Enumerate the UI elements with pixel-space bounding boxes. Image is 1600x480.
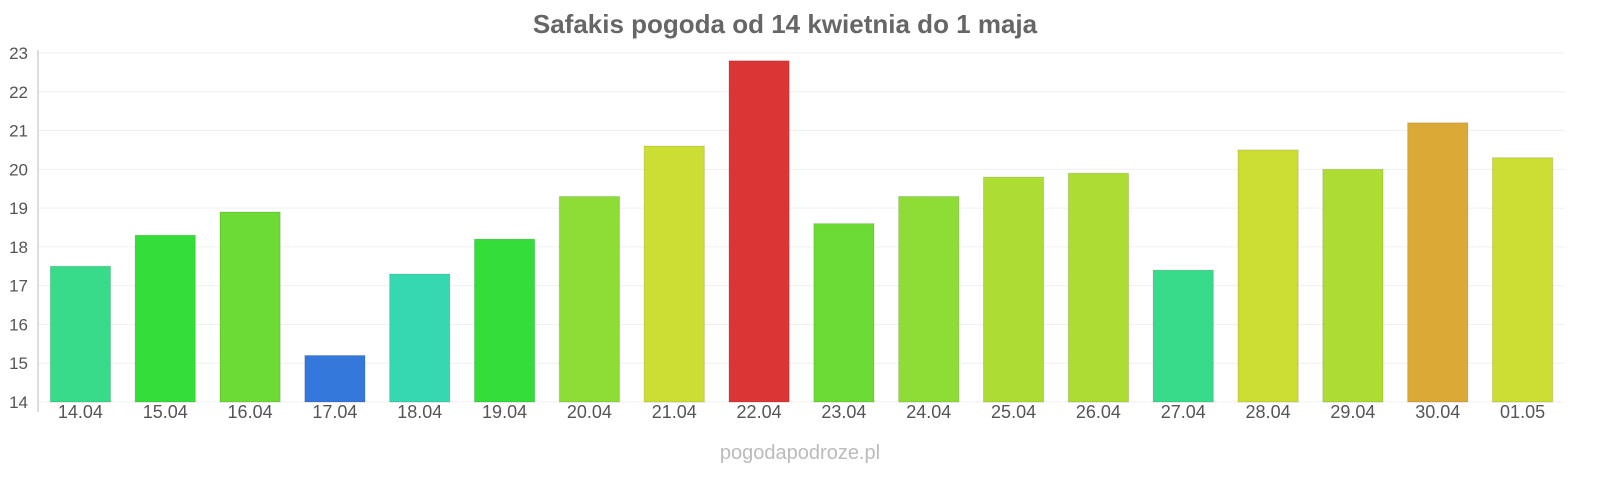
bar-22.04 <box>728 60 790 403</box>
bar-18.04 <box>389 273 451 403</box>
x-tick-label: 14.04 <box>58 402 103 422</box>
y-tick-label: 21 <box>9 122 28 141</box>
bar-01.05 <box>1491 157 1554 403</box>
bar-23.04 <box>813 223 875 403</box>
x-tick-label: 15.04 <box>143 402 188 422</box>
x-tick-label: 25.04 <box>991 402 1036 422</box>
bar-29.04 <box>1322 168 1384 403</box>
x-tick-label: 22.04 <box>737 402 782 422</box>
bar-21.04 <box>643 145 705 403</box>
x-tick-label: 01.05 <box>1500 402 1545 422</box>
bar-30.04 <box>1407 122 1469 403</box>
bar-27.04 <box>1152 269 1214 403</box>
y-tick-label: 18 <box>9 238 28 257</box>
bar-24.04 <box>898 195 960 403</box>
bar-25.04 <box>982 176 1045 403</box>
x-tick-label: 16.04 <box>228 402 273 422</box>
x-tick-label: 28.04 <box>1246 402 1291 422</box>
bar-14.04 <box>49 265 112 403</box>
y-tick-label: 23 <box>9 44 28 63</box>
y-tick-label: 20 <box>9 160 28 179</box>
y-tick-label: 19 <box>9 199 28 218</box>
bars <box>49 60 1554 403</box>
x-tick-label: 26.04 <box>1076 402 1121 422</box>
y-tick-label: 22 <box>9 83 28 102</box>
bar-15.04 <box>134 234 196 403</box>
bar-16.04 <box>219 211 281 403</box>
bar-26.04 <box>1067 172 1130 403</box>
bar-19.04 <box>473 238 536 403</box>
bar-17.04 <box>304 354 366 403</box>
bar-20.04 <box>558 195 621 403</box>
chart-title: Safakis pogoda od 14 kwietnia do 1 maja <box>533 9 1038 39</box>
y-tick-label: 16 <box>9 315 28 334</box>
y-tick-label: 17 <box>9 277 28 296</box>
x-tick-label: 18.04 <box>397 402 442 422</box>
x-tick-label: 24.04 <box>906 402 951 422</box>
grid-lines <box>38 52 1565 403</box>
x-tick-label: 27.04 <box>1161 402 1206 422</box>
x-tick-label: 29.04 <box>1330 402 1375 422</box>
x-tick-label: 23.04 <box>821 402 866 422</box>
x-tick-label: 20.04 <box>567 402 612 422</box>
x-axis: 14.04 15.04 16.04 17.04 18.04 19.04 20.04 21.04… <box>58 402 1545 422</box>
x-tick-label: 17.04 <box>312 402 357 422</box>
y-tick-label: 14 <box>9 393 28 412</box>
y-tick-label: 15 <box>9 354 28 373</box>
x-tick-label: 19.04 <box>482 402 527 422</box>
y-axis: 14 15 16 17 18 19 20 21 22 23 <box>9 44 28 412</box>
x-tick-label: 30.04 <box>1415 402 1460 422</box>
bar-28.04 <box>1237 149 1299 403</box>
credit-text: pogodapodroze.pl <box>720 442 880 464</box>
x-tick-label: 21.04 <box>652 402 697 422</box>
